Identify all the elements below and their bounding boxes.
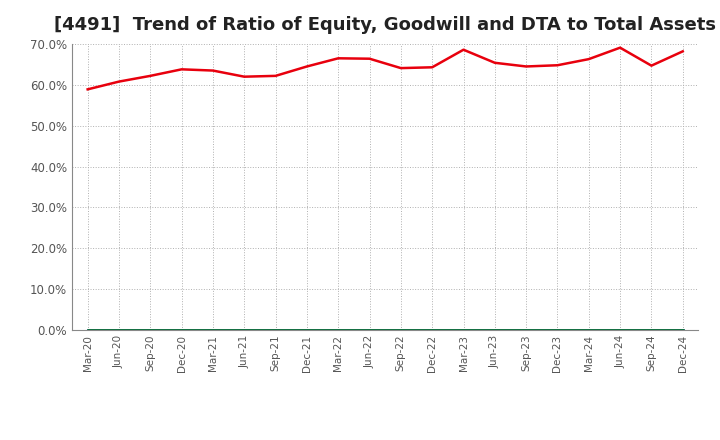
Equity bbox=[209, 68, 217, 73]
Equity bbox=[302, 64, 311, 69]
Goodwill bbox=[490, 327, 499, 333]
Goodwill bbox=[397, 327, 405, 333]
Goodwill bbox=[146, 327, 155, 333]
Goodwill bbox=[428, 327, 436, 333]
Deferred Tax Assets bbox=[616, 327, 624, 333]
Deferred Tax Assets bbox=[334, 327, 343, 333]
Equity bbox=[334, 55, 343, 61]
Deferred Tax Assets bbox=[114, 327, 123, 333]
Goodwill bbox=[334, 327, 343, 333]
Goodwill bbox=[522, 327, 531, 333]
Goodwill bbox=[553, 327, 562, 333]
Title: [4491]  Trend of Ratio of Equity, Goodwill and DTA to Total Assets: [4491] Trend of Ratio of Equity, Goodwil… bbox=[54, 16, 716, 34]
Equity bbox=[490, 60, 499, 66]
Equity bbox=[240, 74, 248, 79]
Deferred Tax Assets bbox=[678, 327, 687, 333]
Goodwill bbox=[240, 327, 248, 333]
Line: Equity: Equity bbox=[88, 48, 683, 89]
Equity bbox=[271, 73, 280, 78]
Equity bbox=[553, 62, 562, 68]
Deferred Tax Assets bbox=[647, 327, 656, 333]
Equity bbox=[177, 67, 186, 72]
Deferred Tax Assets bbox=[84, 327, 92, 333]
Deferred Tax Assets bbox=[302, 327, 311, 333]
Deferred Tax Assets bbox=[553, 327, 562, 333]
Equity bbox=[146, 73, 155, 78]
Deferred Tax Assets bbox=[177, 327, 186, 333]
Goodwill bbox=[84, 327, 92, 333]
Equity bbox=[428, 65, 436, 70]
Deferred Tax Assets bbox=[428, 327, 436, 333]
Deferred Tax Assets bbox=[209, 327, 217, 333]
Equity bbox=[397, 66, 405, 71]
Goodwill bbox=[365, 327, 374, 333]
Goodwill bbox=[459, 327, 468, 333]
Goodwill bbox=[177, 327, 186, 333]
Goodwill bbox=[114, 327, 123, 333]
Goodwill bbox=[678, 327, 687, 333]
Equity bbox=[678, 49, 687, 54]
Deferred Tax Assets bbox=[490, 327, 499, 333]
Goodwill bbox=[647, 327, 656, 333]
Equity bbox=[459, 47, 468, 52]
Equity bbox=[522, 64, 531, 69]
Deferred Tax Assets bbox=[365, 327, 374, 333]
Goodwill bbox=[585, 327, 593, 333]
Equity bbox=[84, 87, 92, 92]
Goodwill bbox=[616, 327, 624, 333]
Equity bbox=[616, 45, 624, 50]
Equity bbox=[365, 56, 374, 61]
Equity bbox=[585, 56, 593, 62]
Deferred Tax Assets bbox=[522, 327, 531, 333]
Deferred Tax Assets bbox=[271, 327, 280, 333]
Deferred Tax Assets bbox=[585, 327, 593, 333]
Goodwill bbox=[302, 327, 311, 333]
Equity bbox=[114, 79, 123, 84]
Deferred Tax Assets bbox=[397, 327, 405, 333]
Goodwill bbox=[271, 327, 280, 333]
Deferred Tax Assets bbox=[146, 327, 155, 333]
Deferred Tax Assets bbox=[240, 327, 248, 333]
Equity bbox=[647, 63, 656, 68]
Goodwill bbox=[209, 327, 217, 333]
Deferred Tax Assets bbox=[459, 327, 468, 333]
